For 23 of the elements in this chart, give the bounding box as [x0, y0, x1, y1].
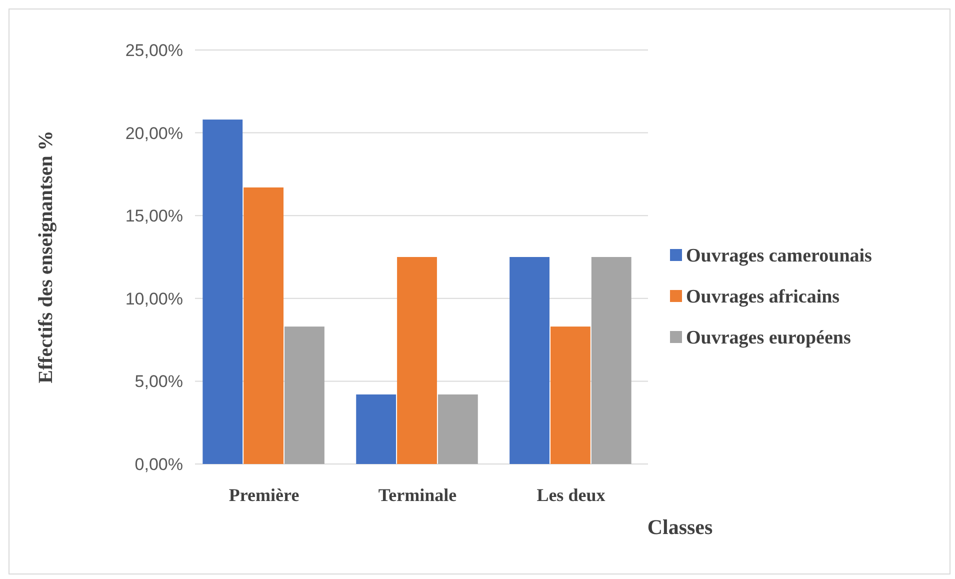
bar — [510, 257, 550, 464]
legend-label: Ouvrages camerounais — [686, 246, 872, 267]
x-tick-label: Les deux — [536, 485, 606, 505]
y-tick-label: 0,00% — [134, 454, 183, 474]
y-tick-label: 25,00% — [125, 40, 183, 60]
bar — [202, 120, 243, 464]
y-tick-label: 5,00% — [134, 372, 183, 392]
y-tick-label: 10,00% — [125, 289, 183, 308]
x-tick-label: Première — [228, 485, 300, 505]
bar — [438, 394, 478, 464]
x-axis-title: Classes — [647, 515, 713, 539]
legend-label: Ouvrages africains — [686, 286, 840, 308]
y-tick-label: 15,00% — [125, 206, 183, 226]
y-axis-title: Effectifs des enseignantsen % — [35, 130, 57, 384]
bar — [356, 394, 396, 464]
bar — [550, 326, 590, 464]
bar — [284, 326, 324, 464]
bar — [397, 257, 437, 464]
bar — [244, 187, 284, 464]
x-tick-label: Terminale — [378, 485, 457, 505]
legend-label: Ouvrages européens — [686, 328, 851, 349]
y-tick-label: 20,00% — [125, 124, 183, 143]
bar — [591, 257, 632, 464]
